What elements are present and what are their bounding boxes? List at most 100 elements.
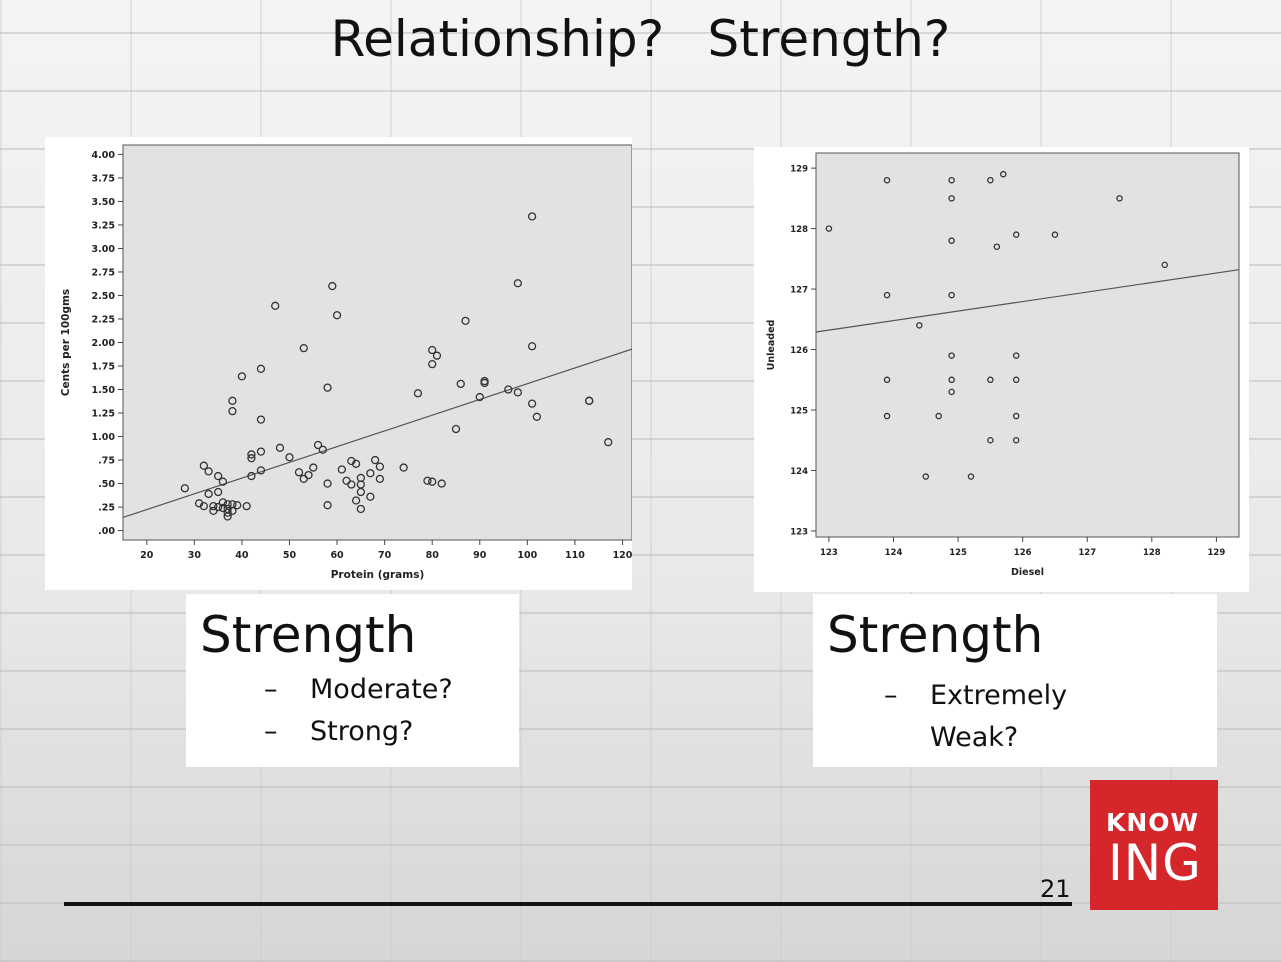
data-point bbox=[423, 476, 432, 485]
data-point bbox=[294, 468, 304, 477]
slide-title: Relationship? Strength? bbox=[330, 10, 951, 68]
data-point bbox=[223, 500, 232, 509]
data-point bbox=[585, 396, 594, 405]
strength-box-right: Strength – Extremely Weak? bbox=[813, 594, 1217, 767]
data-point bbox=[337, 465, 346, 474]
logo-line-1: KNOW bbox=[1106, 808, 1200, 837]
strength-box-left: Strength – Moderate? – Strong? bbox=[186, 594, 519, 767]
x-tick-label: 110 bbox=[565, 550, 585, 561]
y-tick-label: .50 bbox=[98, 479, 115, 490]
data-point bbox=[432, 351, 442, 360]
data-point bbox=[199, 461, 209, 470]
x-axis-label: Diesel bbox=[1011, 567, 1044, 578]
data-point bbox=[370, 455, 380, 465]
y-tick-label: 129 bbox=[790, 165, 808, 175]
protein-scatter-chart: .00 .25 .50 .75 1.00 1.25 1.50 1.75 2.00 2.25 2.50… bbox=[45, 137, 633, 590]
diesel-scatter-svg: 123 124 125 126 127 128 129 123 124 125 126 127 128 1… bbox=[766, 152, 1240, 578]
data-point bbox=[199, 501, 209, 511]
x-tick-label: 123 bbox=[820, 548, 838, 558]
y-tick-label: 1.25 bbox=[92, 409, 115, 420]
data-point bbox=[883, 412, 891, 420]
protein-scatter-svg: .00 .25 .50 .75 1.00 1.25 1.50 1.75 2.00 2.25 2.50… bbox=[60, 144, 633, 581]
y-tick-label: 2.50 bbox=[92, 291, 116, 302]
y-tick-label: 128 bbox=[790, 225, 808, 235]
y-axis-label: Cents per 100gms bbox=[60, 289, 72, 396]
data-point bbox=[332, 311, 342, 320]
y-tick-label: 3.00 bbox=[92, 244, 116, 255]
data-point bbox=[275, 443, 285, 452]
data-point bbox=[256, 466, 266, 475]
y-tick-label: 3.75 bbox=[92, 173, 115, 184]
data-point bbox=[948, 352, 955, 359]
y-tick-label: 1.00 bbox=[92, 432, 116, 443]
data-point bbox=[1161, 261, 1168, 269]
y-tick-label: 2.00 bbox=[92, 338, 116, 349]
x-tick-label: 60 bbox=[330, 550, 344, 561]
data-point bbox=[304, 470, 313, 480]
x-axis-label: Protein (grams) bbox=[331, 569, 425, 581]
y-tick-label: 123 bbox=[790, 527, 808, 537]
data-point bbox=[948, 176, 955, 184]
data-point bbox=[883, 376, 891, 384]
data-point bbox=[399, 463, 408, 472]
bullet-strong: – Strong? bbox=[264, 716, 514, 750]
y-tick-label: 124 bbox=[790, 467, 808, 477]
data-point bbox=[1012, 352, 1020, 359]
data-point bbox=[1116, 195, 1123, 202]
data-point bbox=[1012, 436, 1020, 444]
data-point bbox=[285, 453, 294, 462]
data-point bbox=[218, 498, 228, 507]
data-point bbox=[527, 212, 537, 221]
data-point bbox=[451, 424, 461, 434]
data-point bbox=[328, 281, 337, 291]
data-point bbox=[993, 243, 1001, 250]
data-point bbox=[228, 407, 237, 416]
data-point bbox=[948, 237, 955, 244]
data-point bbox=[428, 359, 437, 369]
data-point bbox=[375, 462, 385, 471]
data-point bbox=[247, 471, 256, 481]
dash-glyph: – bbox=[264, 716, 278, 747]
data-point bbox=[513, 388, 522, 397]
x-tick-label: 127 bbox=[1078, 548, 1096, 558]
data-point bbox=[456, 379, 465, 389]
data-point bbox=[204, 489, 213, 499]
y-tick-label: 3.25 bbox=[92, 220, 115, 231]
data-point bbox=[242, 501, 251, 511]
data-point bbox=[299, 343, 308, 353]
data-point bbox=[413, 389, 423, 398]
data-point bbox=[987, 176, 994, 184]
data-point bbox=[366, 469, 375, 478]
data-point bbox=[935, 412, 942, 420]
data-point bbox=[987, 376, 994, 384]
data-point bbox=[213, 487, 223, 497]
x-tick-label: 100 bbox=[517, 550, 537, 561]
bullet-text: Weak? bbox=[930, 722, 1019, 753]
y-tick-label: 126 bbox=[790, 346, 808, 356]
data-point bbox=[356, 487, 366, 497]
y-tick-label: 127 bbox=[790, 286, 808, 296]
data-point bbox=[1000, 170, 1007, 178]
data-point bbox=[323, 383, 332, 392]
data-point bbox=[256, 447, 266, 456]
y-tick-label: 3.50 bbox=[92, 197, 116, 208]
strength-heading-left: Strength bbox=[200, 606, 417, 664]
x-tick-label: 128 bbox=[1143, 548, 1161, 558]
data-point bbox=[347, 480, 356, 489]
data-point bbox=[1012, 231, 1020, 238]
y-tick-label: .00 bbox=[98, 526, 115, 537]
data-point bbox=[323, 479, 332, 488]
knowing-logo: KNOW ING bbox=[1090, 780, 1218, 910]
logo-line-2: ING bbox=[1108, 834, 1202, 892]
data-point bbox=[180, 484, 189, 493]
data-point bbox=[213, 471, 223, 481]
data-point bbox=[1012, 412, 1020, 420]
data-point bbox=[237, 372, 247, 381]
x-tick-label: 124 bbox=[885, 548, 903, 558]
y-tick-label: 2.25 bbox=[92, 314, 115, 325]
data-point bbox=[513, 279, 522, 288]
data-point bbox=[948, 376, 955, 384]
bullet-text: Strong? bbox=[310, 716, 414, 747]
x-tick-label: 90 bbox=[473, 550, 487, 561]
data-point bbox=[461, 316, 470, 326]
